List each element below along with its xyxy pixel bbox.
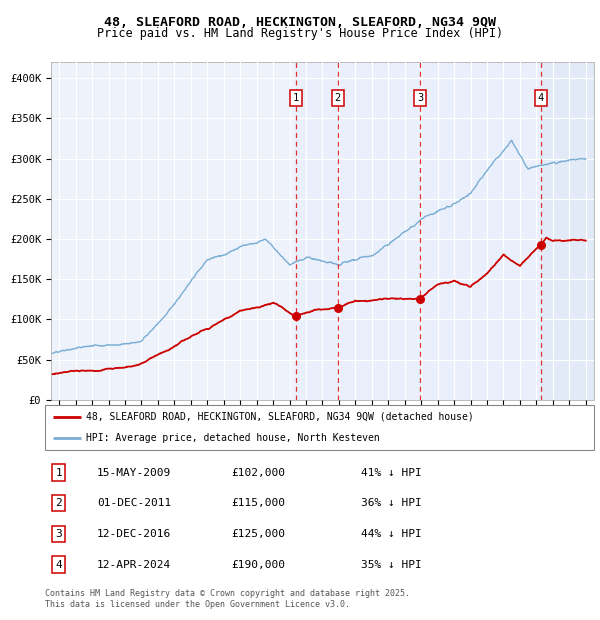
Text: 48, SLEAFORD ROAD, HECKINGTON, SLEAFORD, NG34 9QW (detached house): 48, SLEAFORD ROAD, HECKINGTON, SLEAFORD,… — [86, 412, 474, 422]
Text: 15-MAY-2009: 15-MAY-2009 — [97, 467, 172, 477]
Text: £190,000: £190,000 — [232, 560, 286, 570]
Text: 4: 4 — [538, 93, 544, 103]
Text: This data is licensed under the Open Government Licence v3.0.: This data is licensed under the Open Gov… — [45, 600, 350, 609]
Bar — [541, 62, 594, 400]
Text: 36% ↓ HPI: 36% ↓ HPI — [361, 498, 421, 508]
Text: Contains HM Land Registry data © Crown copyright and database right 2025.: Contains HM Land Registry data © Crown c… — [45, 589, 410, 598]
Text: Price paid vs. HM Land Registry's House Price Index (HPI): Price paid vs. HM Land Registry's House … — [97, 27, 503, 40]
Text: £115,000: £115,000 — [232, 498, 286, 508]
Text: 12-APR-2024: 12-APR-2024 — [97, 560, 172, 570]
Text: 35% ↓ HPI: 35% ↓ HPI — [361, 560, 421, 570]
Text: 1: 1 — [293, 93, 299, 103]
Text: 41% ↓ HPI: 41% ↓ HPI — [361, 467, 421, 477]
Text: 12-DEC-2016: 12-DEC-2016 — [97, 529, 172, 539]
Text: HPI: Average price, detached house, North Kesteven: HPI: Average price, detached house, Nort… — [86, 433, 380, 443]
Text: 2: 2 — [335, 93, 341, 103]
FancyBboxPatch shape — [45, 405, 594, 450]
Text: 2: 2 — [55, 498, 62, 508]
Text: 4: 4 — [55, 560, 62, 570]
Bar — [296, 62, 541, 400]
Text: 1: 1 — [55, 467, 62, 477]
Text: 01-DEC-2011: 01-DEC-2011 — [97, 498, 172, 508]
Text: 48, SLEAFORD ROAD, HECKINGTON, SLEAFORD, NG34 9QW: 48, SLEAFORD ROAD, HECKINGTON, SLEAFORD,… — [104, 16, 496, 29]
Text: £102,000: £102,000 — [232, 467, 286, 477]
Text: 3: 3 — [417, 93, 424, 103]
Text: 44% ↓ HPI: 44% ↓ HPI — [361, 529, 421, 539]
Text: £125,000: £125,000 — [232, 529, 286, 539]
Text: 3: 3 — [55, 529, 62, 539]
